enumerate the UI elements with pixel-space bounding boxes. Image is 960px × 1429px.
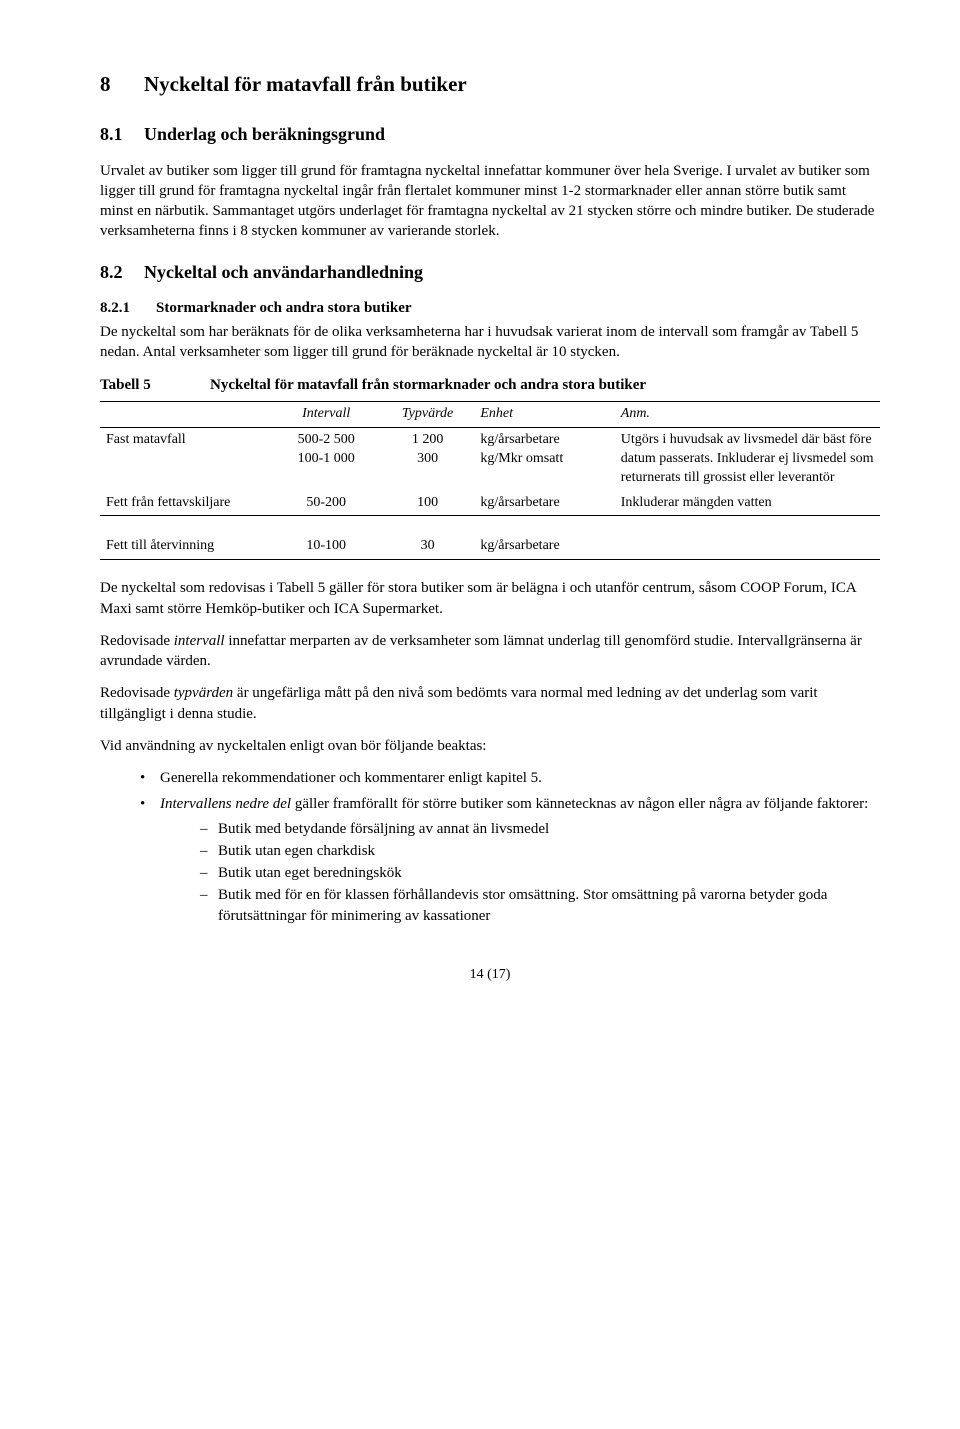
italic-term: Intervallens nedre del — [160, 796, 291, 812]
paragraph: Urvalet av butiker som ligger till grund… — [100, 161, 880, 242]
dash-list: Butik med betydande försäljning av annat… — [160, 819, 880, 926]
subsection-heading: 8.2Nyckeltal och användarhandledning — [100, 260, 880, 284]
list-item: Intervallens nedre del gäller framförall… — [140, 794, 880, 926]
cell-note: Inkluderar mängden vatten — [615, 491, 880, 516]
list-item: Generella rekommendationer och kommentar… — [140, 768, 880, 788]
row-name: Fett till återvinning — [100, 534, 272, 559]
table-header-row: Intervall Typvärde Enhet Anm. — [100, 401, 880, 427]
subsubsection-title: Stormarknader och andra stora butiker — [156, 300, 412, 316]
list-item: Butik utan eget beredningskök — [200, 863, 880, 883]
subsection-title: Underlag och beräkningsgrund — [144, 124, 385, 144]
list-item: Butik utan egen charkdisk — [200, 841, 880, 861]
table-caption: Tabell 5Nyckeltal för matavfall från sto… — [100, 375, 880, 395]
cell-interval: 50-200 — [272, 491, 381, 516]
col-header: Intervall — [272, 401, 381, 427]
cell-unit: kg/årsarbetare — [474, 491, 614, 516]
cell-typvarde: 100 — [381, 491, 475, 516]
row-name: Fett från fettavskiljare — [100, 491, 272, 516]
table-spacer — [100, 516, 880, 535]
section-title: Nyckeltal för matavfall från butiker — [144, 72, 467, 96]
col-header: Enhet — [474, 401, 614, 427]
bullet-list: Generella rekommendationer och kommentar… — [100, 768, 880, 926]
italic-term: typvärden — [174, 685, 233, 701]
data-table: Intervall Typvärde Enhet Anm. Fast matav… — [100, 401, 880, 560]
list-item: Butik med för en för klassen förhållande… — [200, 885, 880, 926]
subsection-title: Nyckeltal och användarhandledning — [144, 262, 423, 282]
cell-typvarde: 1 200 300 — [381, 427, 475, 490]
subsubsection-number: 8.2.1 — [100, 298, 156, 318]
cell-unit: kg/årsarbetare — [474, 534, 614, 559]
table-row: Fett till återvinning 10-100 30 kg/årsar… — [100, 534, 880, 559]
table-label: Tabell 5 — [100, 375, 210, 395]
col-header — [100, 401, 272, 427]
subsection-heading: 8.1Underlag och beräkningsgrund — [100, 122, 880, 146]
section-heading: 8Nyckeltal för matavfall från butiker — [100, 70, 880, 98]
cell-typvarde: 30 — [381, 534, 475, 559]
col-header: Anm. — [615, 401, 880, 427]
subsubsection-heading: 8.2.1Stormarknader och andra stora butik… — [100, 298, 880, 318]
cell-interval: 500-2 500 100-1 000 — [272, 427, 381, 490]
subsection-number: 8.1 — [100, 122, 144, 146]
cell-interval: 10-100 — [272, 534, 381, 559]
table-caption-text: Nyckeltal för matavfall från stormarknad… — [210, 377, 646, 393]
section-number: 8 — [100, 70, 144, 98]
paragraph: Vid användning av nyckeltalen enligt ova… — [100, 736, 880, 756]
subsection-number: 8.2 — [100, 260, 144, 284]
list-item: Butik med betydande försäljning av annat… — [200, 819, 880, 839]
cell-unit: kg/årsarbetare kg/Mkr omsatt — [474, 427, 614, 490]
paragraph: De nyckeltal som redovisas i Tabell 5 gä… — [100, 578, 880, 619]
paragraph: Redovisade intervall innefattar merparte… — [100, 631, 880, 672]
table-row: Fast matavfall 500-2 500 100-1 000 1 200… — [100, 427, 880, 490]
paragraph: De nyckeltal som har beräknats för de ol… — [100, 322, 880, 363]
italic-term: intervall — [174, 633, 225, 649]
page-number: 14 (17) — [100, 966, 880, 985]
paragraph: Redovisade typvärden är ungefärliga mått… — [100, 683, 880, 724]
row-name: Fast matavfall — [100, 427, 272, 490]
cell-note — [615, 534, 880, 559]
cell-note: Utgörs i huvudsak av livsmedel där bäst … — [615, 427, 880, 490]
col-header: Typvärde — [381, 401, 475, 427]
table-row: Fett från fettavskiljare 50-200 100 kg/å… — [100, 491, 880, 516]
